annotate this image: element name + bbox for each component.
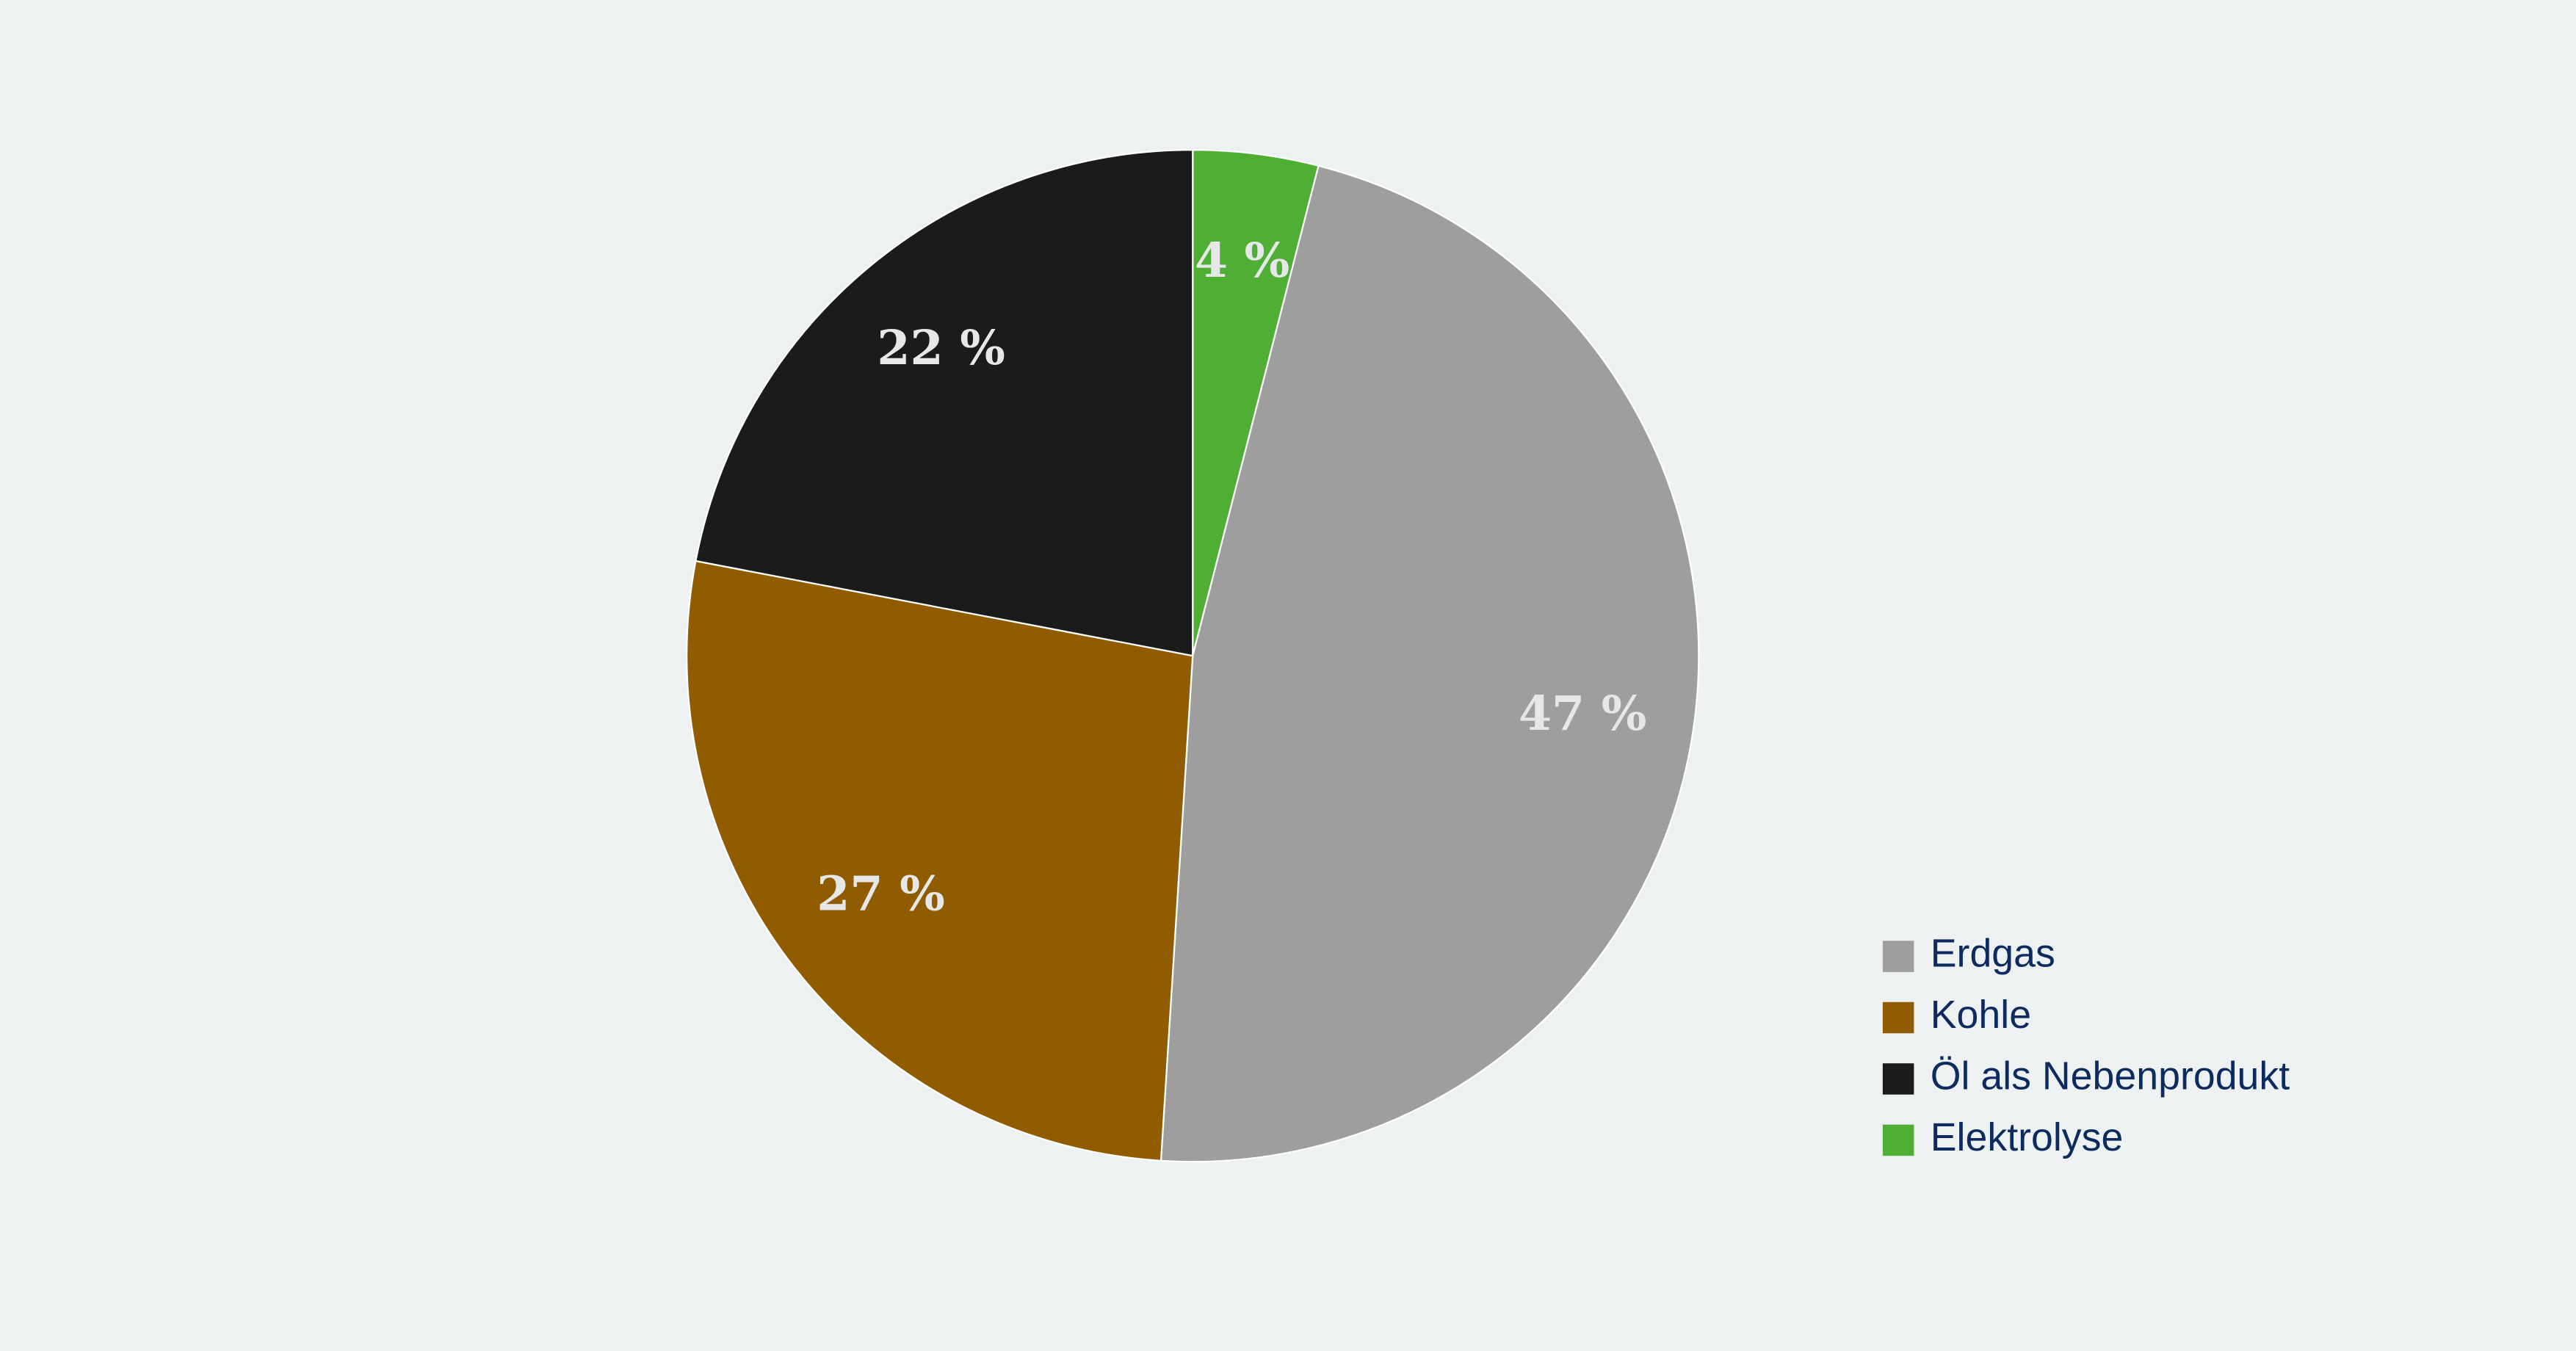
pie-slice xyxy=(686,559,1194,1162)
legend-label: Öl als Nebenprodukt xyxy=(1931,1054,2290,1098)
pie-slice xyxy=(695,148,1194,657)
legend-label: Elektrolyse xyxy=(1931,1115,2124,1159)
value-label: 47 % xyxy=(1519,686,1647,742)
legend-label: Erdgas xyxy=(1931,932,2055,976)
legend-swatch xyxy=(1882,1002,1914,1034)
value-label: 27 % xyxy=(817,866,945,922)
value-label: 22 % xyxy=(877,320,1005,376)
legend-swatch xyxy=(1882,1124,1914,1156)
value-label: 4 % xyxy=(1195,233,1289,289)
legend-label: Kohle xyxy=(1931,993,2031,1037)
legend-swatch xyxy=(1882,1063,1914,1095)
legend-swatch xyxy=(1882,941,1914,972)
pie-slice xyxy=(1159,164,1700,1163)
